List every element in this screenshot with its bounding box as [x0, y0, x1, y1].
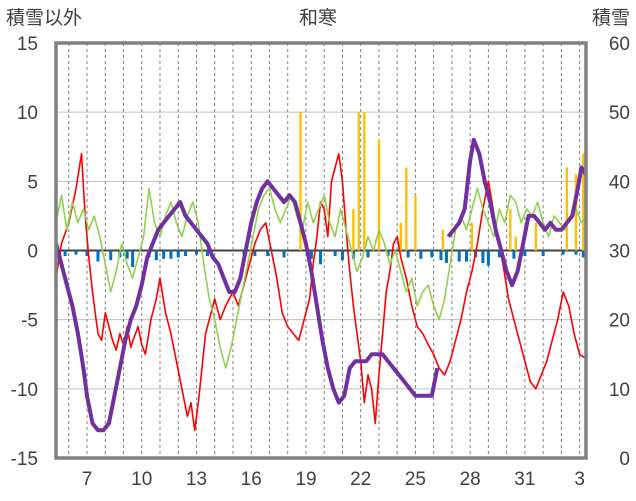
left-tick-label: -5 — [21, 311, 38, 332]
x-tick-label: 25 — [405, 469, 426, 490]
right-tick-label: 30 — [609, 242, 630, 263]
snow-change-bar — [169, 250, 173, 259]
snow-change-bar — [481, 250, 485, 263]
left-tick-label: -10 — [11, 380, 38, 401]
plot-frame — [54, 41, 588, 460]
series-line-3 — [446, 137, 588, 288]
chart-title: 和寒 — [299, 7, 337, 29]
snow-change-bar — [486, 250, 490, 266]
x-tick-label: 3 — [574, 469, 585, 490]
x-tick-label: 10 — [131, 469, 152, 490]
x-tick-label: 28 — [460, 469, 481, 490]
precip-bar — [357, 112, 361, 251]
right-tick-label: 40 — [609, 172, 630, 193]
snow-change-bar — [63, 250, 67, 257]
series-line-1 — [55, 187, 587, 369]
right-tick-label: 50 — [609, 103, 630, 124]
left-axis-label: 積雪以外 — [6, 7, 82, 29]
precip-bar — [574, 174, 578, 251]
snow-change-bar — [74, 250, 78, 255]
snow-change-bar — [125, 250, 129, 259]
right-tick-label: 10 — [609, 380, 630, 401]
precip-bar — [399, 222, 403, 251]
snow-change-bar — [194, 250, 198, 255]
precip-bar — [414, 195, 417, 251]
x-tick-label: 19 — [295, 469, 316, 490]
precip-bar — [534, 222, 538, 251]
snow-change-bar — [266, 250, 270, 257]
x-tick-label: 7 — [82, 469, 93, 490]
snow-change-bar — [430, 250, 434, 258]
snow-change-bar — [541, 250, 545, 257]
snow-change-bar — [319, 250, 323, 265]
snow-change-bar — [581, 250, 585, 258]
right-tick-label: 20 — [609, 311, 630, 332]
snow-change-bar — [523, 250, 527, 257]
snow-change-bar — [282, 250, 286, 258]
snow-change-bar — [205, 250, 209, 257]
snow-change-bar — [96, 250, 100, 262]
snow-change-bar — [457, 250, 461, 262]
left-tick-label: 5 — [27, 172, 38, 193]
right-tick-label: 60 — [609, 34, 630, 55]
snow-change-bar — [366, 250, 370, 258]
snow-change-bar — [184, 250, 188, 257]
snow-change-bar — [406, 250, 410, 258]
snow-change-bar — [574, 250, 578, 255]
x-tick-label: 31 — [514, 469, 535, 490]
precip-bar — [565, 167, 569, 251]
right-tick-label: 0 — [619, 449, 630, 470]
snow-change-bar — [154, 250, 158, 261]
precip-bar — [441, 229, 444, 251]
snow-change-bar — [309, 250, 313, 259]
snow-change-bar — [333, 250, 337, 257]
x-tick-label: 13 — [186, 469, 207, 490]
right-tick-labels: 60 50 40 30 20 10 0 — [609, 34, 630, 470]
snow-change-bar — [419, 250, 423, 259]
snow-change-bar — [464, 250, 468, 262]
snow-change-bar — [439, 250, 443, 261]
snow-change-bar — [162, 250, 166, 259]
series-line-2 — [54, 179, 440, 433]
precip-bar — [509, 209, 512, 251]
precipitation-bars — [299, 112, 585, 251]
left-tick-label: 0 — [27, 242, 38, 263]
precip-bar — [377, 139, 381, 251]
snow-change-bar — [497, 250, 501, 258]
snow-change-bar — [176, 250, 180, 258]
x-tick-label: 16 — [241, 469, 262, 490]
snow-change-bar — [386, 250, 390, 257]
right-axis-label: 積雪 — [592, 7, 630, 29]
precip-bar — [514, 236, 517, 251]
snow-change-bar — [512, 250, 516, 259]
precip-bar — [363, 112, 366, 251]
snow-change-bar — [253, 250, 257, 257]
precip-bar — [582, 153, 585, 251]
x-tick-label: 22 — [350, 469, 371, 490]
left-tick-label: 10 — [17, 103, 38, 124]
precip-bar — [405, 167, 408, 251]
left-tick-labels: 15 10 5 0 -5 -10 -15 — [11, 34, 38, 470]
snow-change-bar — [340, 250, 344, 261]
left-tick-label: 15 — [17, 34, 38, 55]
precip-bar — [299, 112, 302, 251]
series-line-0 — [55, 152, 587, 432]
precip-bar — [352, 209, 355, 251]
precip-bar — [470, 222, 474, 251]
snow-change-bar — [109, 250, 113, 261]
snow-change-bar — [85, 250, 89, 257]
x-tick-labels: 7 10 13 16 19 22 25 28 31 3 — [82, 469, 585, 490]
left-tick-label: -15 — [11, 449, 38, 470]
snow-change-bar — [561, 250, 565, 255]
series-lines — [54, 137, 588, 433]
snow-change-bar — [131, 250, 135, 268]
snow-change-bar — [444, 250, 448, 263]
